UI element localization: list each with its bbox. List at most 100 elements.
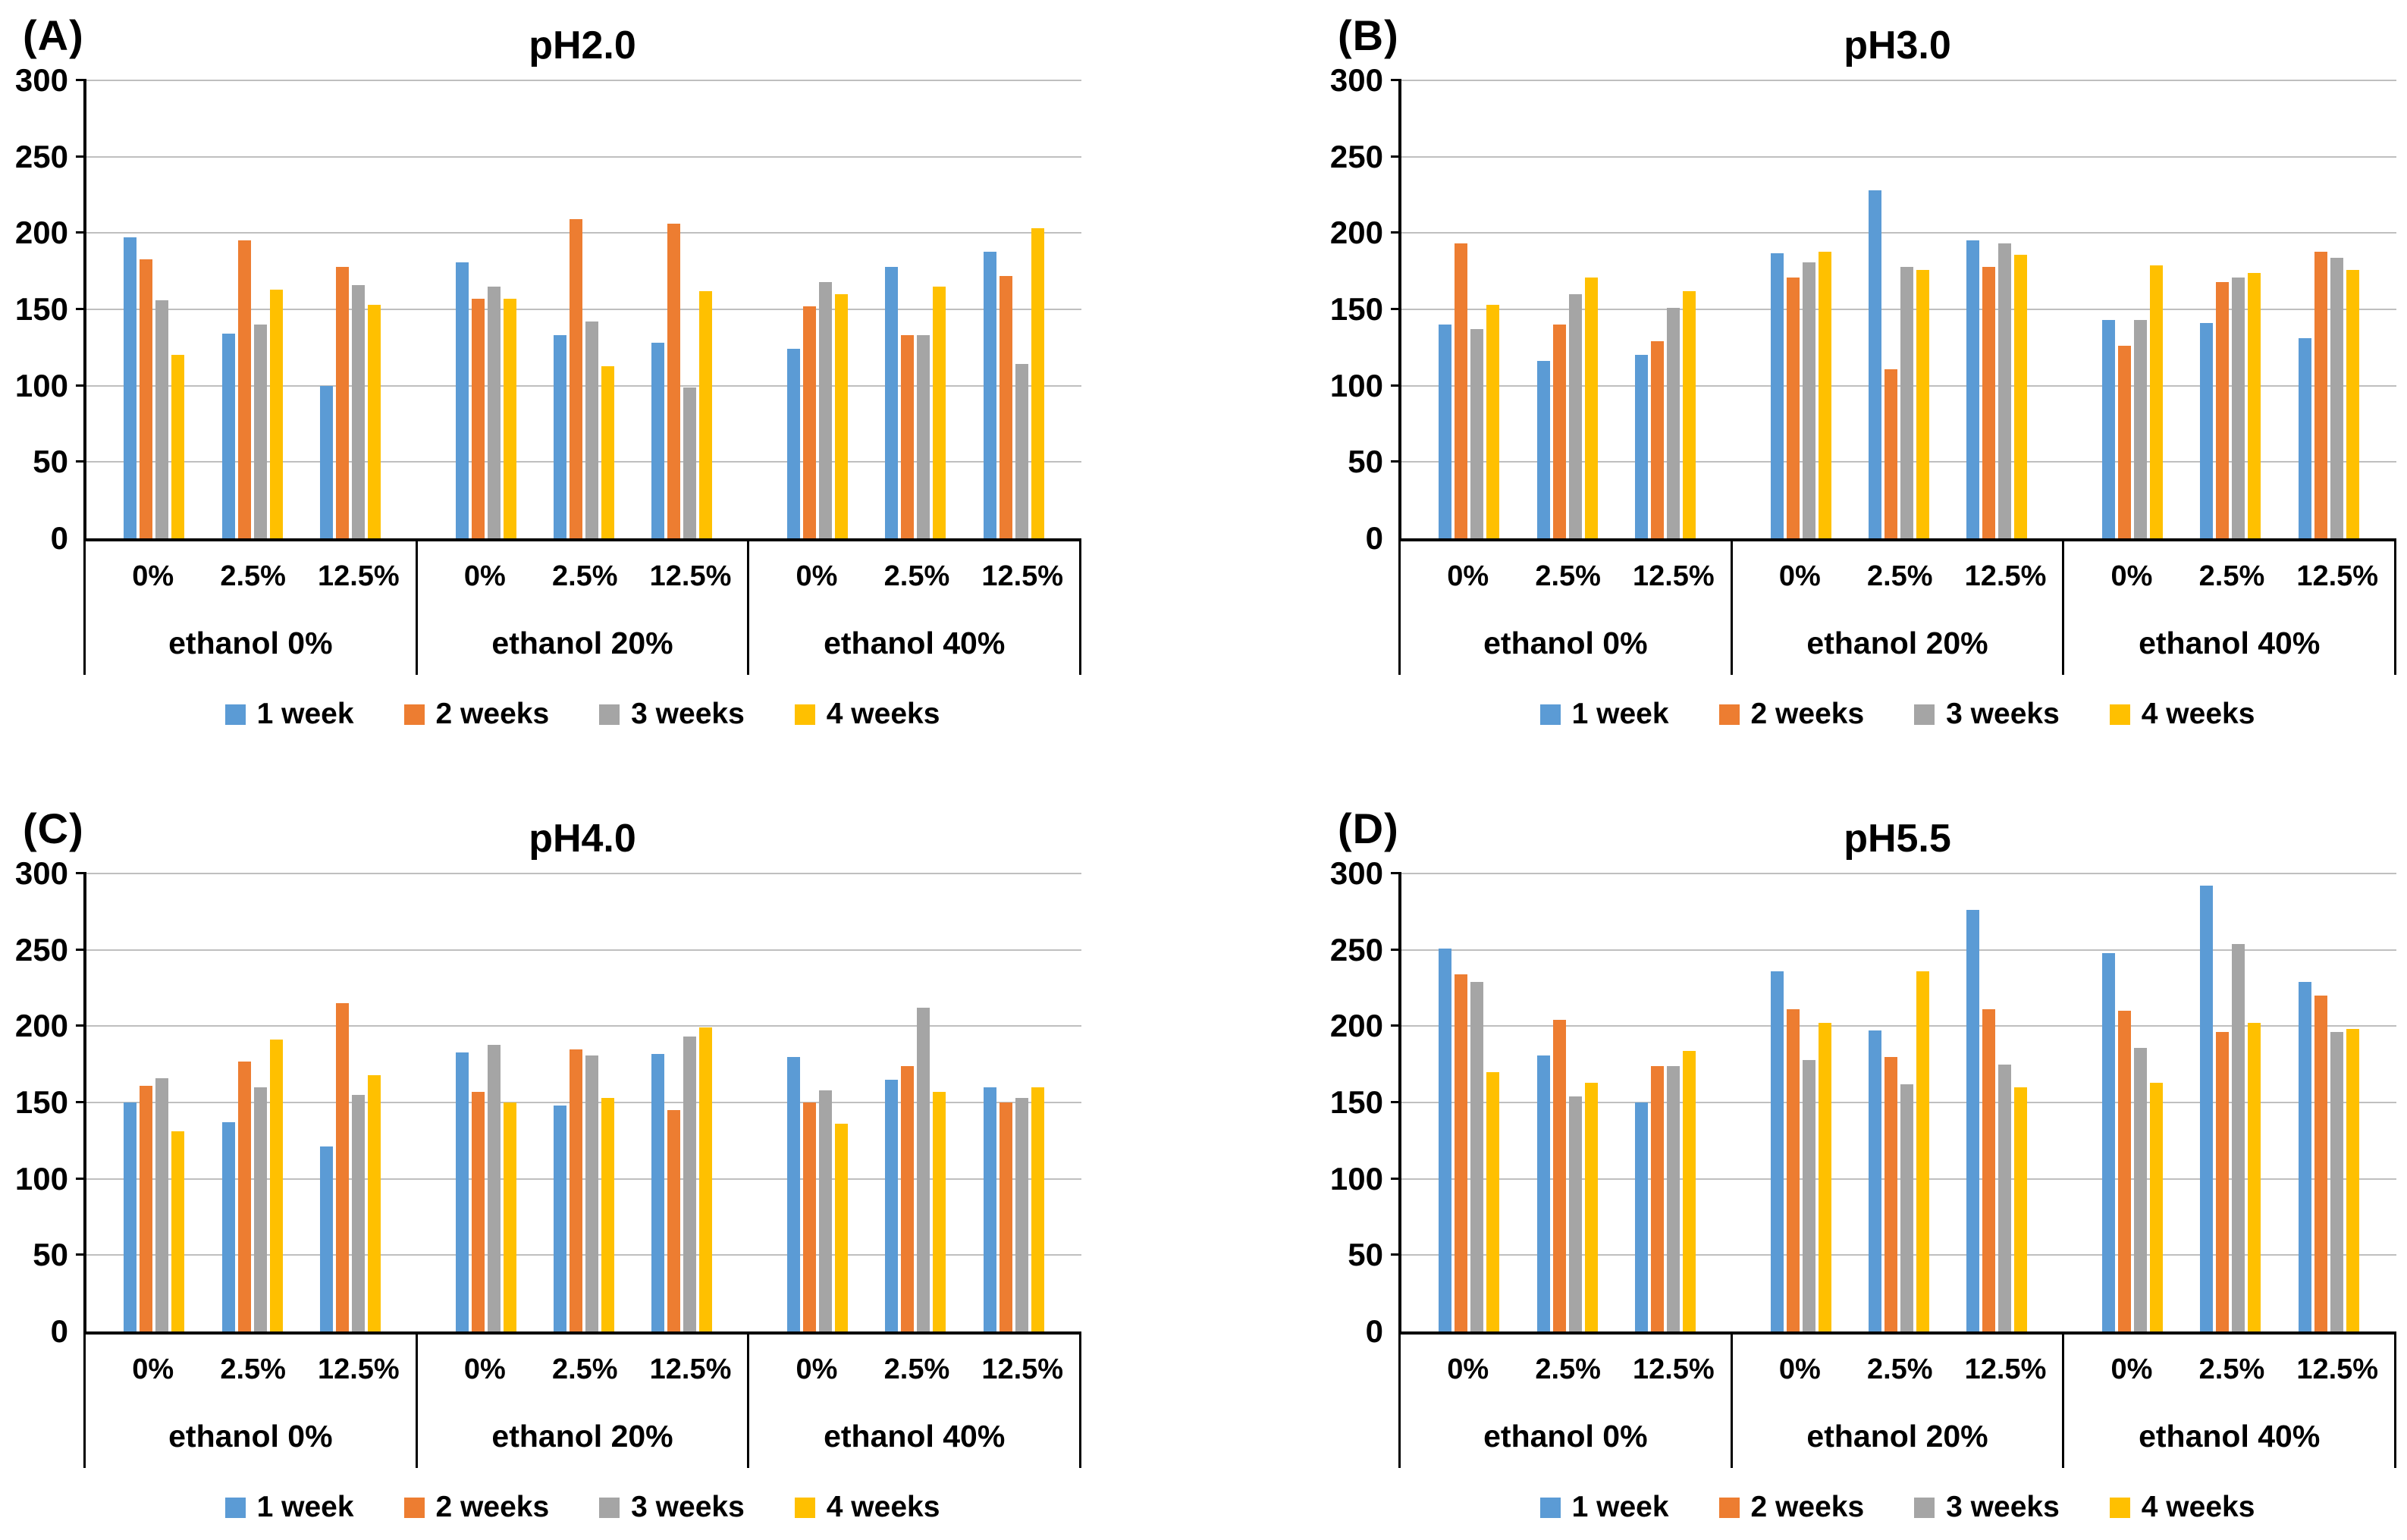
bar: [2216, 281, 2230, 538]
concentration-label: 0%: [1447, 560, 1489, 592]
x-axis: [1398, 538, 2396, 541]
panel-letter: (D): [1338, 805, 1399, 852]
y-tick-label: 200: [14, 215, 68, 251]
ethanol-group-label: ethanol 20%: [491, 625, 673, 660]
legend-item: 1 week: [224, 1491, 354, 1524]
legend: 1 week 2 weeks 3 weeks 4 weeks: [1398, 698, 2396, 731]
concentration-label: 2.5%: [2198, 1353, 2265, 1385]
bar: [933, 1091, 946, 1331]
bar: [1770, 971, 1784, 1331]
y-tick-label: 150: [14, 291, 68, 327]
legend-item: 2 weeks: [1718, 1491, 1865, 1524]
y-tick-label: 150: [1329, 291, 1383, 327]
y-tick-mark: [76, 308, 86, 310]
concentration-label: 0%: [1778, 560, 1821, 592]
ethanol-group-label: ethanol 0%: [1483, 1418, 1648, 1454]
legend-item: 1 week: [224, 698, 354, 731]
concentration-label: 12.5%: [649, 560, 732, 592]
concentration-label: 2.5%: [551, 1353, 618, 1385]
y-tick-label: 0: [1365, 1313, 1383, 1349]
legend-item: 3 weeks: [1914, 1491, 2060, 1524]
bar: [155, 300, 169, 538]
bar: [155, 1077, 169, 1331]
legend-swatch-icon: [794, 1497, 815, 1518]
gridline: [86, 384, 1081, 387]
bar: [1868, 1030, 1881, 1331]
bar: [1634, 1102, 1648, 1331]
legend: 1 week 2 weeks 3 weeks 4 weeks: [1398, 1491, 2396, 1524]
bar: [237, 1061, 251, 1331]
y-tick-mark: [76, 231, 86, 234]
category-section: 0% 2.5% 12.5% ethanol 0%: [83, 541, 416, 675]
y-axis: 0 50 100 150 200 250 300: [14, 858, 83, 1347]
y-tick-mark: [1391, 231, 1401, 234]
y-axis: 0 50 100 150 200 250 300: [1329, 64, 1398, 554]
bar-section: [1733, 80, 2064, 538]
concentration-label: 12.5%: [981, 1353, 1064, 1385]
bar: [1486, 304, 1500, 538]
concentration-label: 0%: [796, 560, 838, 592]
category-section: 0% 2.5% 12.5% ethanol 40%: [747, 1335, 1082, 1468]
concentration-label: 2.5%: [220, 560, 286, 592]
bar: [1455, 974, 1468, 1331]
y-tick-label: 200: [1329, 1008, 1383, 1044]
bar: [2101, 952, 2115, 1331]
bar: [253, 325, 267, 538]
bar-section: [750, 874, 1081, 1331]
bar: [455, 262, 469, 538]
bar: [983, 251, 996, 538]
y-tick-mark: [76, 384, 86, 387]
legend-item: 4 weeks: [2109, 1491, 2255, 1524]
bar: [487, 286, 501, 538]
bar: [651, 343, 665, 538]
bar: [1568, 293, 1582, 538]
y-tick-mark: [76, 1177, 86, 1180]
y-tick-label: 250: [14, 931, 68, 968]
bar: [2232, 277, 2245, 538]
y-tick-label: 50: [33, 1237, 68, 1273]
concentration-label: 2.5%: [1866, 560, 1933, 592]
y-tick-mark: [1391, 948, 1401, 951]
bar-group: [124, 874, 185, 1331]
bar: [1650, 1065, 1664, 1331]
gridline: [1401, 309, 2396, 310]
bar: [367, 1074, 381, 1331]
bar: [683, 387, 697, 538]
panel-header: pH5.5: [1398, 804, 2396, 874]
legend-label: 3 weeks: [1946, 1491, 2060, 1523]
gridline: [1401, 873, 2396, 874]
category-section: 0% 2.5% 12.5% ethanol 0%: [83, 1335, 416, 1468]
bar: [237, 240, 251, 538]
y-tick-label: 250: [1329, 931, 1383, 968]
bar-section: [1401, 874, 1733, 1331]
y-tick-mark: [76, 948, 86, 951]
legend-label: 2 weeks: [1750, 1491, 1865, 1523]
legend-swatch-icon: [2109, 704, 2130, 725]
bar-group: [1770, 80, 1831, 538]
bar: [651, 1053, 665, 1331]
bar: [1786, 277, 1800, 538]
bar: [1818, 251, 1831, 538]
concentration-label: 2.5%: [1535, 1353, 1601, 1385]
concentration-label-row: 0% 2.5% 12.5%: [1733, 1335, 2063, 1404]
bar: [1770, 252, 1784, 538]
bar: [667, 1110, 681, 1331]
gridline: [1401, 1102, 2396, 1103]
bar: [569, 1049, 582, 1331]
gridline: [86, 461, 1081, 463]
gridline: [86, 1178, 1081, 1180]
legend-item: 4 weeks: [2109, 698, 2255, 731]
bar: [917, 335, 930, 538]
bar-group: [1770, 874, 1831, 1331]
bar-group: [786, 80, 848, 538]
legend-label: 1 week: [256, 1491, 354, 1523]
x-axis: [83, 1331, 1081, 1335]
gridline: [1401, 1025, 2396, 1027]
legend-item: 2 weeks: [403, 1491, 549, 1524]
chart-title: pH3.0: [1844, 24, 1951, 67]
bar: [351, 284, 365, 538]
bar-group: [2298, 80, 2359, 538]
legend-label: 4 weeks: [826, 1491, 940, 1523]
bar: [269, 1040, 283, 1331]
panel-c: (C) pH4.0 0 50 100 150 200 250 300 0% 2.5% 12.5%…: [14, 804, 1082, 1524]
